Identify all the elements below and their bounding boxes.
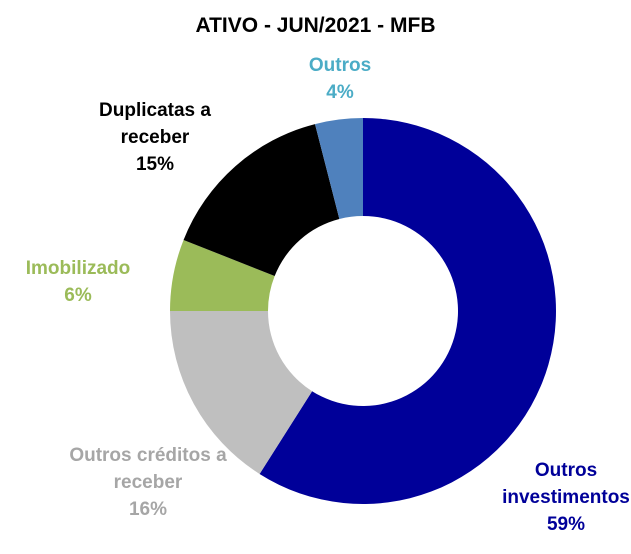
category-label: Outros investimentos (502, 460, 630, 508)
value-label: 16% (128, 499, 168, 520)
data-label: Imobilizado 6% (3, 255, 153, 309)
donut-slice (315, 118, 363, 219)
data-label: Outros 4% (280, 52, 400, 106)
data-label: Outros créditos a receber 16% (33, 442, 263, 523)
category-label: Duplicatas a receber (99, 100, 211, 148)
donut-slice (170, 239, 275, 311)
data-label: Outros investimentos 59% (471, 457, 631, 538)
value-label: 4% (326, 82, 354, 103)
donut-slice (259, 118, 556, 504)
donut-slice (183, 124, 340, 277)
value-label: 6% (64, 285, 92, 306)
value-label: 59% (546, 514, 586, 535)
category-label: Outros (308, 55, 372, 76)
value-label: 15% (135, 154, 175, 175)
category-label: Imobilizado (25, 258, 131, 279)
category-label: Outros créditos a receber (69, 445, 227, 493)
donut-slice (169, 311, 313, 474)
data-label: Duplicatas a receber 15% (70, 97, 240, 178)
chart-title: ATIVO - JUN/2021 - MFB (195, 14, 436, 37)
